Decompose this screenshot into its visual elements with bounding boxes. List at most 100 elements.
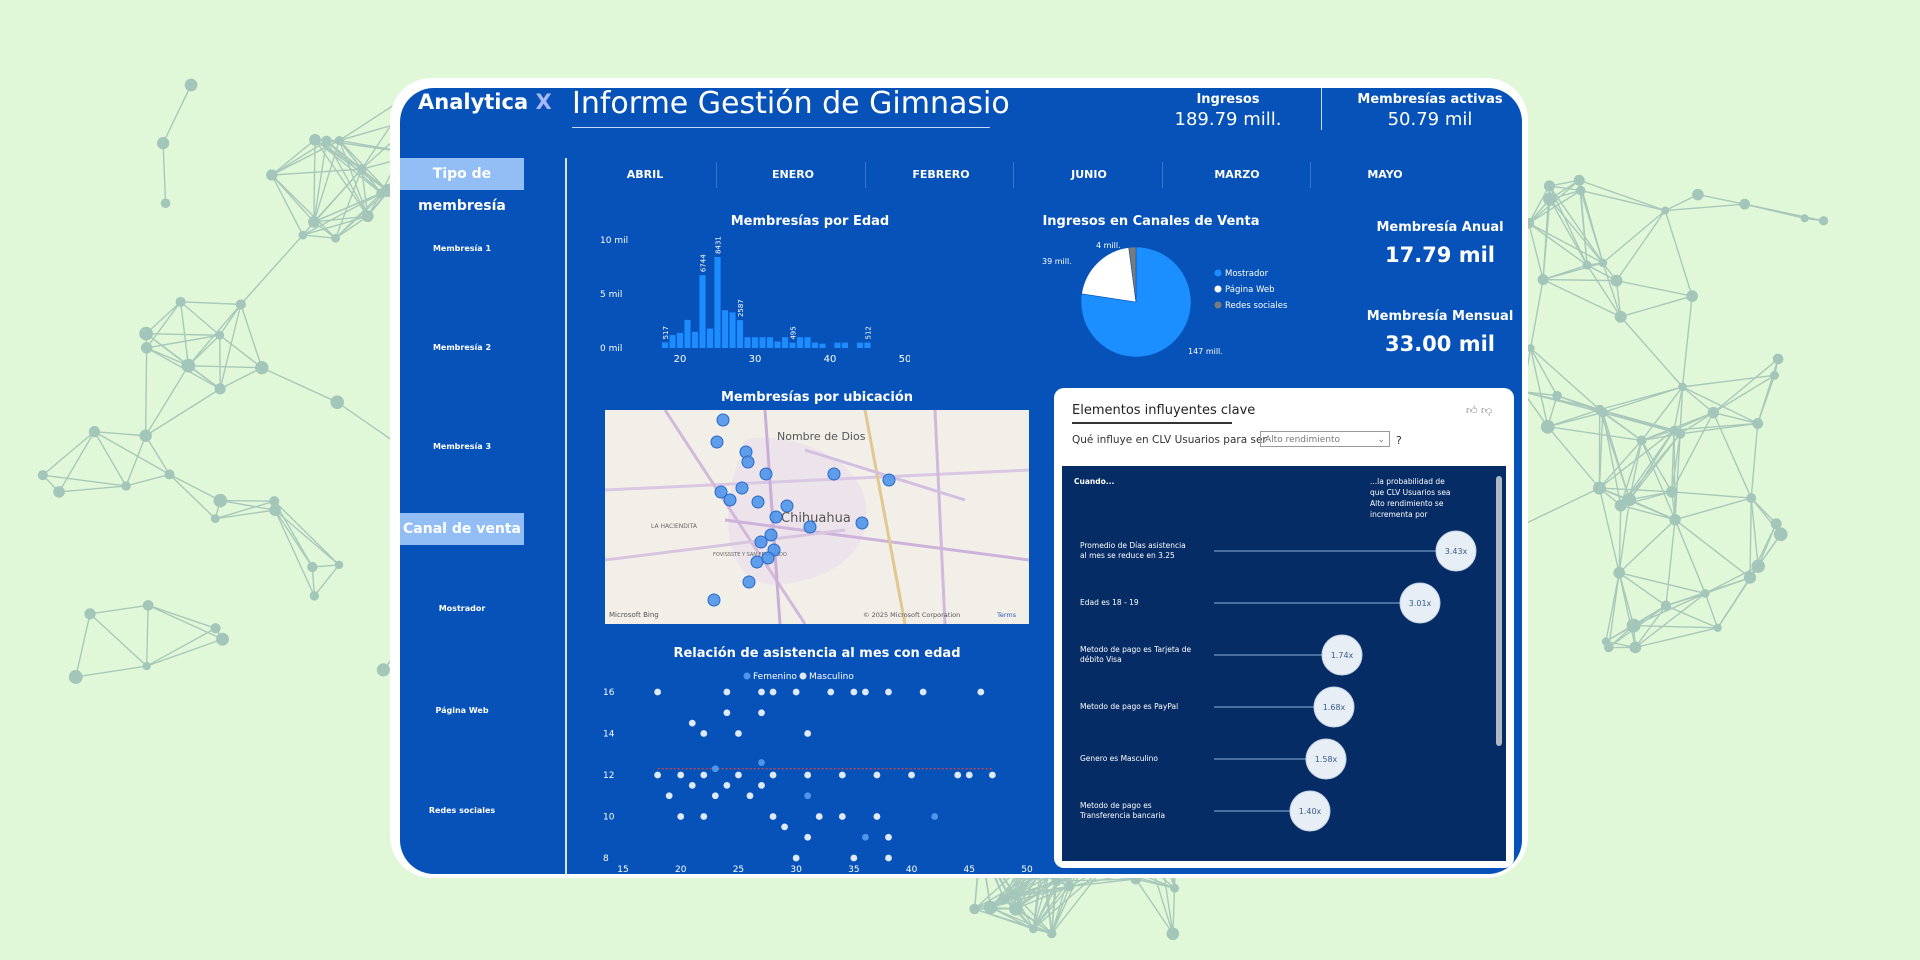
scatter-point[interactable] bbox=[700, 771, 708, 779]
age-bar[interactable] bbox=[751, 337, 759, 348]
scatter-point[interactable] bbox=[827, 688, 835, 696]
influencer-bubble[interactable] bbox=[1289, 790, 1331, 832]
age-bar[interactable] bbox=[766, 337, 774, 348]
age-bar[interactable] bbox=[729, 312, 736, 348]
scatter-point[interactable] bbox=[885, 854, 892, 862]
scatter-point[interactable] bbox=[988, 771, 996, 779]
scatter-point[interactable] bbox=[735, 730, 742, 737]
age-bar[interactable] bbox=[864, 342, 871, 348]
scatter-point[interactable] bbox=[688, 719, 696, 727]
filter-item-mostrador[interactable]: Mostrador bbox=[438, 604, 486, 613]
scatter-point[interactable] bbox=[792, 688, 800, 696]
month-mayo[interactable]: MAYO bbox=[1367, 168, 1403, 181]
age-bar[interactable] bbox=[819, 343, 826, 348]
scatter-point[interactable] bbox=[769, 771, 777, 779]
map-location-bubble[interactable] bbox=[742, 575, 756, 589]
scatter-point[interactable] bbox=[850, 688, 858, 696]
age-bar[interactable] bbox=[796, 337, 804, 348]
map-location-bubble[interactable] bbox=[716, 413, 730, 427]
scatter-point[interactable] bbox=[838, 771, 846, 779]
scatter-point[interactable] bbox=[746, 792, 754, 800]
age-bar[interactable] bbox=[834, 342, 841, 348]
age-bar[interactable] bbox=[781, 337, 789, 348]
help-icon[interactable]: ? bbox=[1396, 434, 1402, 447]
map-location-bubble[interactable] bbox=[769, 510, 783, 524]
scatter-point[interactable] bbox=[769, 813, 777, 820]
filter-item-membresia-1[interactable]: Membresía 1 bbox=[432, 244, 492, 253]
scatter-point[interactable] bbox=[769, 688, 777, 696]
age-bar[interactable] bbox=[699, 275, 706, 348]
influencer-bubble[interactable] bbox=[1435, 530, 1477, 572]
scatter-point[interactable] bbox=[838, 813, 846, 820]
age-bar[interactable] bbox=[841, 342, 849, 348]
scatter-point[interactable] bbox=[804, 833, 812, 841]
influencer-bubble[interactable] bbox=[1305, 738, 1347, 780]
target-value-select[interactable]: Alto rendimiento ⌄ bbox=[1260, 431, 1390, 447]
scatter-point[interactable] bbox=[654, 771, 662, 779]
scatter-point[interactable] bbox=[688, 781, 696, 789]
age-bar[interactable] bbox=[669, 335, 676, 348]
age-bar[interactable] bbox=[721, 310, 729, 348]
map-location-bubble[interactable] bbox=[741, 455, 755, 469]
age-bar[interactable] bbox=[691, 331, 699, 348]
map-location-bubble[interactable] bbox=[707, 593, 721, 607]
scatter-point[interactable] bbox=[804, 771, 812, 779]
scatter-point[interactable] bbox=[977, 688, 985, 696]
month-junio[interactable]: JUNIO bbox=[1071, 168, 1107, 181]
scatter-point[interactable] bbox=[758, 688, 765, 696]
scatter-point[interactable] bbox=[723, 688, 731, 696]
scatter-point[interactable] bbox=[677, 813, 685, 820]
scatter-point[interactable] bbox=[700, 813, 708, 820]
scatter-point[interactable] bbox=[885, 833, 892, 841]
scatter-point[interactable] bbox=[885, 688, 892, 696]
scatter-point[interactable] bbox=[781, 823, 788, 831]
age-bar[interactable] bbox=[714, 256, 721, 348]
age-bar[interactable] bbox=[804, 337, 811, 348]
influencer-bubble[interactable] bbox=[1313, 686, 1355, 728]
map-location-bubble[interactable] bbox=[759, 467, 773, 481]
map-location-bubble[interactable] bbox=[855, 516, 869, 530]
map-location-bubble[interactable] bbox=[780, 499, 794, 513]
age-bar[interactable] bbox=[789, 342, 796, 348]
map-location-bubble[interactable] bbox=[723, 493, 737, 507]
scatter-point[interactable] bbox=[677, 771, 685, 779]
map-terms-link[interactable]: Terms bbox=[996, 611, 1017, 619]
scatter-point[interactable] bbox=[873, 813, 881, 820]
map-location-bubble[interactable] bbox=[754, 535, 768, 549]
map-location-bubble[interactable] bbox=[764, 528, 778, 542]
filter-item-redes-sociales[interactable]: Redes sociales bbox=[428, 806, 496, 815]
pie-slice[interactable] bbox=[1081, 247, 1137, 303]
age-bar[interactable] bbox=[684, 319, 691, 348]
map-location-bubble[interactable] bbox=[750, 555, 764, 569]
scatter-point[interactable] bbox=[665, 792, 673, 800]
map-location-bubble[interactable] bbox=[761, 551, 775, 565]
age-bar[interactable] bbox=[759, 337, 766, 348]
scatter-point[interactable] bbox=[758, 759, 765, 766]
location-map[interactable]: Nombre de Dios Chihuahua LA HACIENDITA FOVI… bbox=[605, 410, 1029, 624]
month-abril[interactable]: ABRIL bbox=[626, 168, 664, 181]
age-bar[interactable] bbox=[706, 328, 714, 348]
month-febrero[interactable]: FEBRERO bbox=[912, 168, 970, 181]
scatter-point[interactable] bbox=[758, 781, 765, 789]
scatter-point[interactable] bbox=[965, 771, 973, 779]
scatter-point[interactable] bbox=[711, 792, 719, 800]
age-bar[interactable] bbox=[676, 332, 684, 348]
scatter-point[interactable] bbox=[711, 765, 719, 773]
scatter-point[interactable] bbox=[850, 854, 858, 862]
scatter-point[interactable] bbox=[723, 709, 731, 717]
scatter-point[interactable] bbox=[873, 771, 881, 779]
filter-item-membresia-3[interactable]: Membresía 3 bbox=[432, 442, 492, 451]
map-location-bubble[interactable] bbox=[710, 435, 724, 449]
scatter-point[interactable] bbox=[758, 709, 765, 717]
age-bar[interactable] bbox=[661, 342, 669, 348]
scatter-point[interactable] bbox=[700, 730, 708, 737]
age-bar[interactable] bbox=[811, 342, 819, 348]
filter-item-membresia-2[interactable]: Membresía 2 bbox=[432, 343, 492, 352]
age-bar[interactable] bbox=[744, 337, 751, 348]
influencer-bubble[interactable] bbox=[1321, 634, 1363, 676]
scatter-point[interactable] bbox=[954, 771, 962, 779]
age-bar[interactable] bbox=[856, 342, 864, 348]
scatter-point[interactable] bbox=[931, 813, 939, 820]
scatter-point[interactable] bbox=[804, 730, 812, 737]
scatter-point[interactable] bbox=[723, 781, 731, 789]
